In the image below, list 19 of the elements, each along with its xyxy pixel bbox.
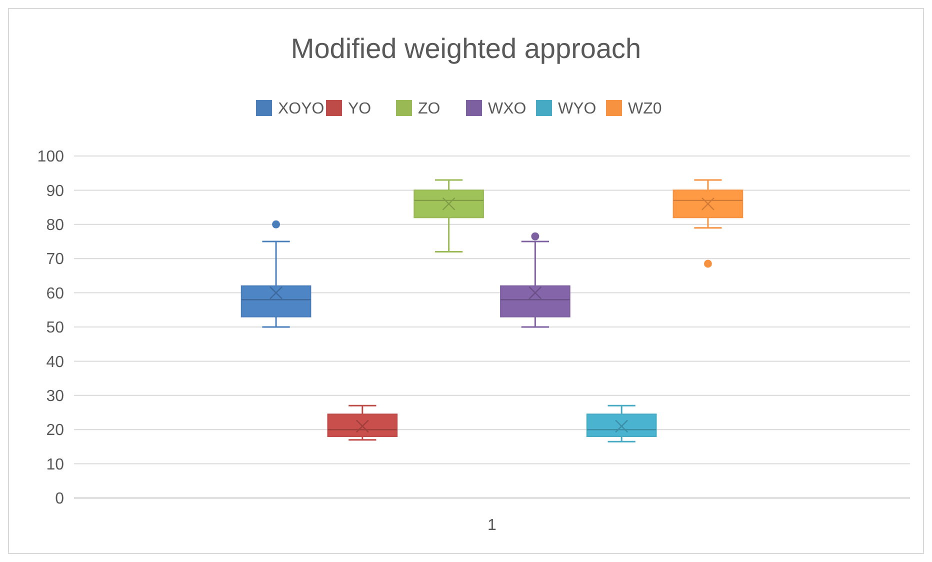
y-tick-label: 10 xyxy=(46,456,64,474)
y-tick-label: 20 xyxy=(46,422,64,440)
legend-label: YO xyxy=(348,100,372,118)
chart-title: Modified weighted approach xyxy=(290,33,642,64)
y-tick-label: 0 xyxy=(55,490,64,508)
y-tick-label: 60 xyxy=(46,285,64,302)
legend-label: WZ0 xyxy=(628,100,662,118)
x-tick-label: 1 xyxy=(488,517,497,534)
y-tick-label: 80 xyxy=(46,217,64,234)
legend-label: WXO xyxy=(488,100,526,118)
y-tick-label: 50 xyxy=(46,320,64,337)
y-tick-label: 30 xyxy=(46,388,64,405)
y-tick-label: 70 xyxy=(46,251,64,268)
legend-label: ZO xyxy=(418,100,440,118)
y-tick-label: 90 xyxy=(46,182,64,200)
y-tick-label: 40 xyxy=(46,354,64,371)
y-tick-label: 100 xyxy=(37,148,64,166)
legend-label: WYO xyxy=(558,100,596,118)
legend-label: XOYO xyxy=(278,100,324,118)
